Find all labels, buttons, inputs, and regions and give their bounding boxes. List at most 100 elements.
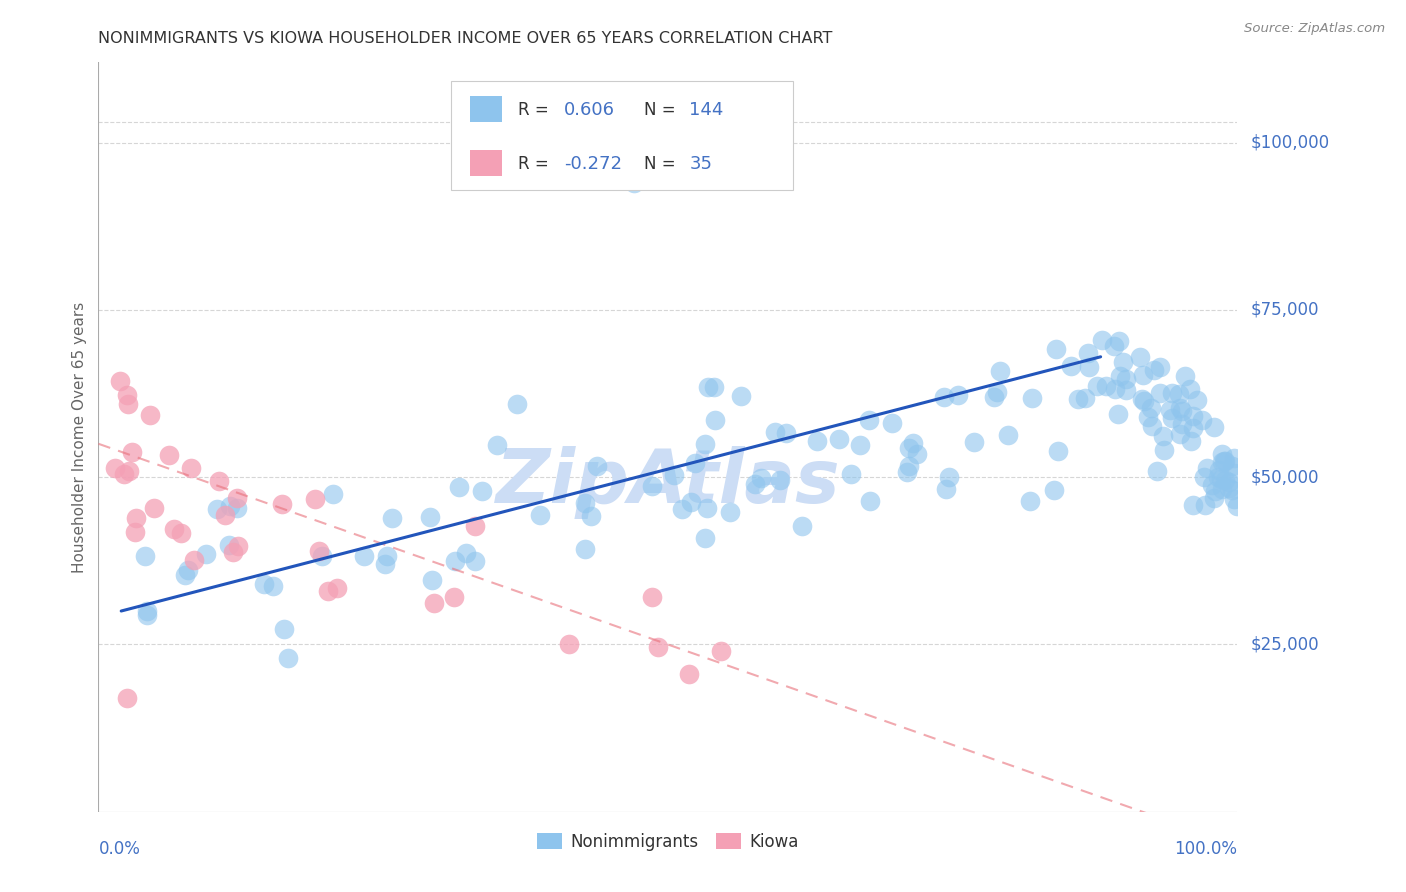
Point: [935, 482, 957, 496]
Point: [1168, 427, 1191, 442]
Point: [454, 546, 477, 560]
Point: [963, 434, 986, 449]
Point: [1211, 447, 1233, 461]
Point: [1137, 410, 1160, 425]
Point: [678, 666, 700, 681]
Point: [1180, 434, 1202, 448]
Point: [1146, 464, 1168, 478]
Point: [1019, 494, 1042, 508]
Point: [228, 539, 250, 553]
Point: [585, 459, 607, 474]
Point: [1109, 368, 1132, 383]
Point: [1140, 418, 1163, 433]
Point: [135, 604, 157, 618]
Point: [730, 389, 752, 403]
Point: [304, 492, 326, 507]
Point: [117, 387, 139, 401]
Point: [901, 436, 924, 450]
Point: [1153, 443, 1175, 458]
Point: [163, 523, 186, 537]
Point: [1185, 392, 1208, 407]
Point: [790, 519, 813, 533]
Point: [117, 464, 139, 478]
Point: [1129, 350, 1152, 364]
Point: [1102, 339, 1125, 353]
Point: [1220, 483, 1243, 498]
Point: [896, 465, 918, 479]
Point: [681, 494, 703, 508]
Point: [1115, 372, 1137, 386]
Point: [1201, 477, 1223, 491]
Point: [1206, 469, 1229, 483]
Point: [1067, 392, 1090, 406]
Point: [225, 500, 247, 515]
Text: $25,000: $25,000: [1251, 635, 1320, 654]
Point: [986, 385, 1008, 400]
Point: [898, 442, 921, 456]
Point: [574, 496, 596, 510]
Point: [1171, 417, 1194, 431]
Point: [1212, 454, 1234, 468]
Point: [1211, 482, 1233, 496]
Point: [697, 380, 720, 394]
Point: [486, 438, 509, 452]
Legend: Nonimmigrants, Kiowa: Nonimmigrants, Kiowa: [531, 826, 804, 857]
Point: [1182, 421, 1205, 435]
Point: [1168, 401, 1191, 415]
Text: ZipAtlas: ZipAtlas: [495, 445, 841, 518]
Point: [104, 460, 127, 475]
Point: [316, 583, 339, 598]
Point: [1107, 407, 1129, 421]
Point: [124, 525, 146, 540]
Text: 100.0%: 100.0%: [1174, 840, 1237, 858]
Point: [1168, 387, 1191, 401]
Point: [1209, 471, 1232, 485]
Point: [505, 397, 527, 411]
Point: [1152, 429, 1174, 443]
Point: [641, 479, 664, 493]
Point: [1047, 443, 1070, 458]
Point: [1222, 492, 1244, 507]
Point: [1220, 458, 1243, 473]
Point: [271, 497, 294, 511]
Point: [253, 576, 276, 591]
Point: [1174, 369, 1197, 384]
Y-axis label: Householder Income Over 65 years: Householder Income Over 65 years: [72, 301, 87, 573]
Point: [420, 573, 443, 587]
Point: [641, 591, 664, 605]
Point: [262, 579, 284, 593]
Point: [1104, 382, 1126, 396]
Point: [1115, 383, 1137, 397]
Point: [136, 608, 159, 623]
Point: [988, 363, 1011, 377]
Point: [273, 622, 295, 636]
Point: [117, 397, 139, 411]
Point: [1149, 386, 1171, 401]
Point: [858, 413, 880, 427]
Point: [1043, 483, 1066, 497]
Point: [898, 458, 921, 473]
Point: [195, 547, 218, 561]
Text: -0.272: -0.272: [564, 154, 623, 173]
Point: [1091, 333, 1114, 347]
Point: [1085, 378, 1108, 392]
Point: [938, 470, 960, 484]
Point: [121, 445, 143, 459]
Point: [859, 494, 882, 508]
Point: [373, 558, 395, 572]
Text: 144: 144: [689, 101, 724, 119]
Point: [1021, 391, 1043, 405]
Point: [1208, 463, 1230, 477]
Point: [806, 434, 828, 449]
Point: [1222, 467, 1244, 481]
Point: [1132, 368, 1154, 383]
Point: [574, 541, 596, 556]
Point: [177, 563, 200, 577]
Point: [704, 413, 727, 427]
Point: [997, 427, 1019, 442]
Point: [1133, 393, 1156, 408]
Text: $100,000: $100,000: [1251, 134, 1330, 152]
Point: [214, 508, 236, 523]
Point: [1060, 359, 1083, 373]
Point: [1204, 491, 1226, 505]
